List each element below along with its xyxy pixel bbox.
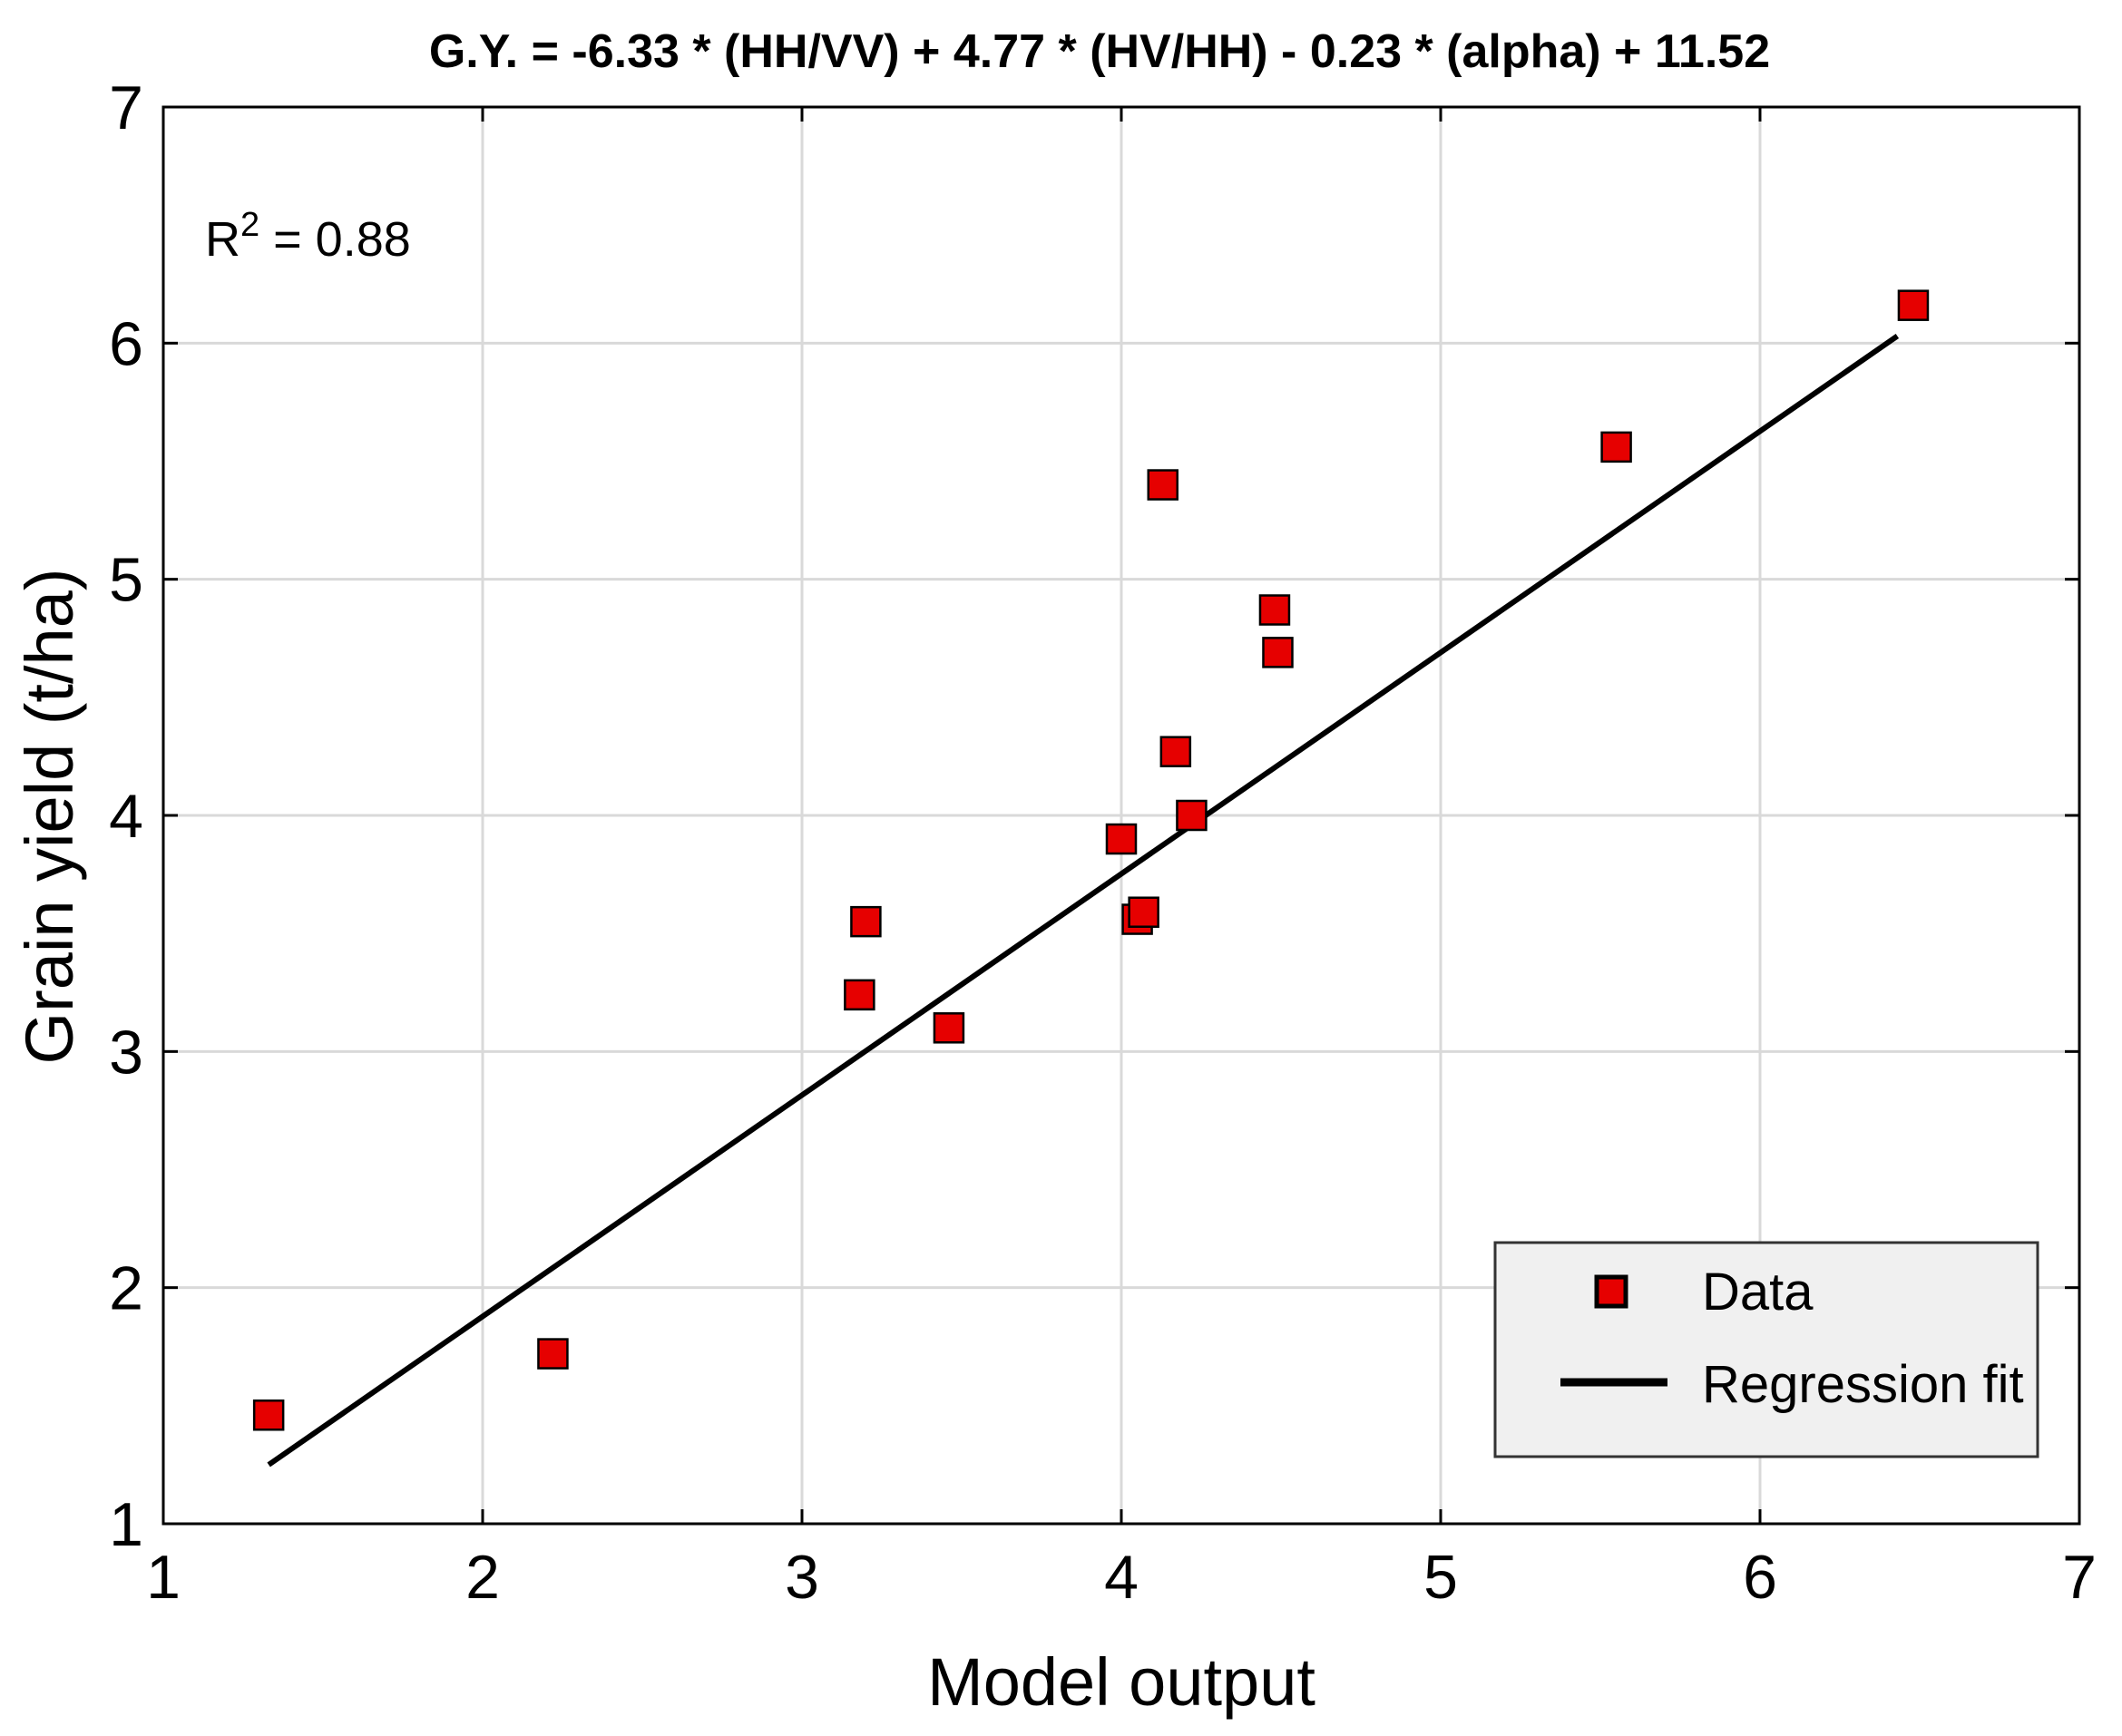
- data-points: [252, 289, 1930, 1431]
- data-point: [1176, 799, 1208, 832]
- regression-layer: [267, 334, 1900, 1468]
- x-axis-label: Model output: [927, 1644, 1315, 1720]
- legend-box: [1493, 1241, 2039, 1458]
- r-squared-value: = 0.88: [259, 212, 411, 267]
- y-tick-label: 4: [109, 782, 143, 851]
- x-tick-label: 7: [2062, 1543, 2097, 1612]
- x-tick-label: 3: [785, 1543, 819, 1612]
- x-tick-labels: 1 2 3 4 5 6 7: [146, 1543, 2097, 1612]
- data-point: [1105, 823, 1138, 855]
- data-point: [1262, 637, 1294, 668]
- x-tick-label: 4: [1104, 1543, 1139, 1612]
- r-squared-prefix: R: [205, 212, 240, 267]
- data-point: [844, 979, 875, 1011]
- y-axis-label: Grain yield (t/ha): [12, 569, 87, 1065]
- r-squared-superscript: 2: [240, 206, 259, 244]
- data-point: [1258, 594, 1291, 626]
- plot-frame: [161, 105, 2081, 1526]
- chart-title: G.Y. = -6.33 * (HH/VV) + 4.77 * (HV/HH) …: [429, 25, 1770, 78]
- y-tick-label: 2: [109, 1254, 143, 1323]
- y-tick-labels: 1 2 3 4 5 6 7: [109, 73, 143, 1559]
- data-point: [1159, 736, 1192, 767]
- y-tick-label: 1: [109, 1490, 143, 1559]
- data-point: [1897, 289, 1930, 321]
- data-point: [1600, 431, 1632, 463]
- x-tick-label: 2: [465, 1543, 500, 1612]
- data-point: [933, 1012, 965, 1044]
- y-tick-label: 3: [109, 1018, 143, 1087]
- legend-data-marker: [1594, 1274, 1628, 1309]
- r-squared-annotation: R2 = 0.88: [205, 206, 411, 267]
- legend: Data Regression fit: [1493, 1241, 2039, 1458]
- data-point: [850, 905, 882, 938]
- data-point: [252, 1399, 285, 1431]
- data-point: [537, 1338, 569, 1370]
- y-tick-label: 6: [109, 309, 143, 378]
- y-tick-label: 5: [109, 546, 143, 615]
- x-tick-label: 1: [146, 1543, 181, 1612]
- legend-fit-label: Regression fit: [1702, 1355, 2024, 1414]
- regression-line: [267, 334, 1900, 1468]
- grid: [163, 107, 2079, 1524]
- data-point: [1128, 896, 1159, 928]
- legend-data-label: Data: [1702, 1263, 1814, 1322]
- data-point: [1147, 469, 1179, 501]
- x-tick-label: 6: [1743, 1543, 1777, 1612]
- y-tick-label: 7: [109, 73, 143, 142]
- x-tick-label: 5: [1423, 1543, 1458, 1612]
